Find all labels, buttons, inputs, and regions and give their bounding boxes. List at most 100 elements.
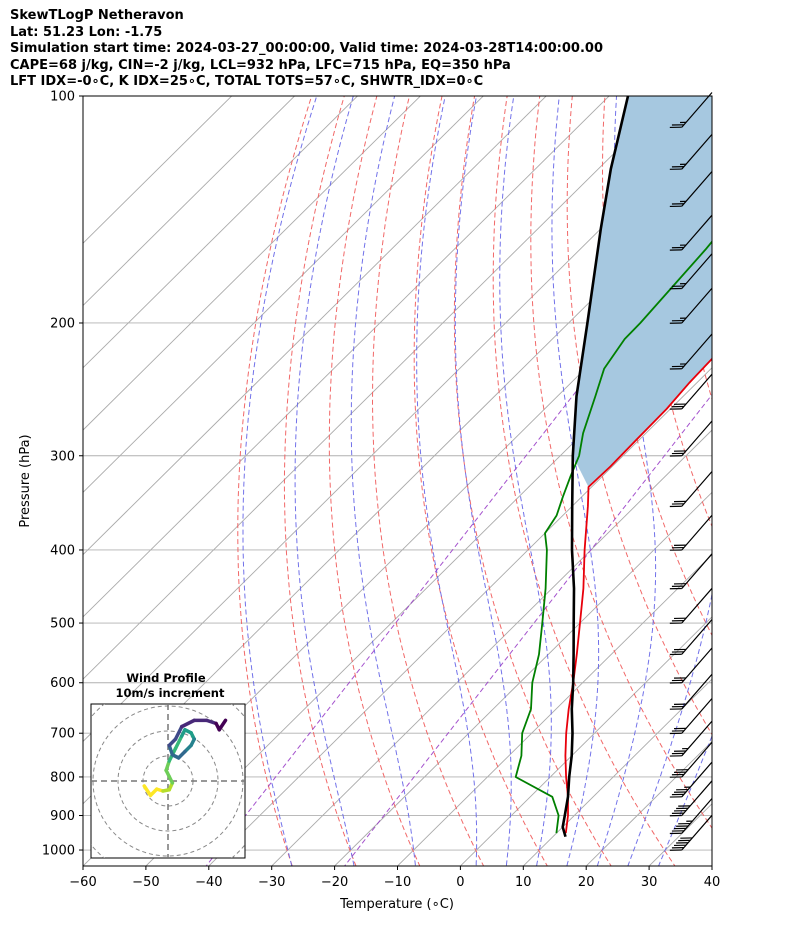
y-tick-label: 300 — [50, 449, 75, 464]
chart-header: SkewTLogP Netheravon Lat: 51.23 Lon: -1.… — [10, 8, 603, 91]
x-tick-label: −50 — [132, 875, 159, 890]
x-tick-label: −30 — [258, 875, 285, 890]
moist-adiabat-line — [499, 96, 552, 866]
isotherm-line — [145, 304, 712, 866]
barb-staff — [681, 780, 713, 816]
x-tick-label: −40 — [195, 875, 222, 890]
x-tick-label: −60 — [69, 875, 96, 890]
wind-barb — [669, 720, 713, 757]
barb-staff — [681, 287, 713, 324]
wind-barb — [669, 333, 713, 370]
isotherm-line — [522, 678, 712, 866]
x-tick-label: 30 — [641, 875, 658, 890]
barb-staff — [681, 253, 713, 289]
x-tick-label: 10 — [515, 875, 532, 890]
dry-adiabat-line — [453, 96, 612, 866]
isotherm-line — [271, 429, 712, 866]
hodograph-segment — [142, 784, 153, 798]
hodograph-segment — [180, 718, 196, 729]
temperature-profile-line — [564, 357, 712, 834]
wind-barb — [669, 553, 713, 590]
y-tick-label: 800 — [50, 770, 75, 785]
wind-barb — [669, 619, 713, 656]
wind-barb — [669, 814, 713, 851]
wind-barb — [669, 420, 713, 457]
wind-barb — [669, 741, 713, 778]
inset-subtitle: 10m/s increment — [116, 686, 225, 700]
moist-adiabat-line — [627, 96, 712, 866]
dry-adiabat-line — [530, 96, 712, 829]
moist-adiabat-line — [416, 96, 478, 866]
barb-staff — [681, 333, 713, 370]
dry-adiabat-line — [766, 62, 794, 882]
y-tick-label: 400 — [50, 543, 75, 558]
moist-adiabat-line — [454, 96, 512, 866]
lat-lon: Lat: 51.23 Lon: -1.75 — [10, 24, 163, 40]
wind-barbs — [669, 92, 713, 851]
y-tick-label: 700 — [50, 727, 75, 742]
wind-barb — [669, 698, 713, 735]
isotherm-line — [83, 96, 296, 307]
y-tick-label: 600 — [50, 676, 75, 691]
barb-staff — [681, 514, 713, 551]
isotherm-line — [396, 553, 712, 866]
y-tick-label: 900 — [50, 809, 75, 824]
mixing-ratio-line — [343, 393, 712, 866]
dry-adiabat-line — [283, 96, 357, 866]
y-axis-label: Pressure (hPa) — [18, 434, 33, 527]
cape-shading — [572, 96, 712, 487]
isotherm-line — [83, 96, 422, 431]
inset-title: Wind Profile — [126, 671, 206, 685]
x-tick-label: 20 — [578, 875, 595, 890]
barb-staff — [681, 698, 713, 734]
dry-adiabat-line — [237, 96, 313, 866]
isotherm-line — [83, 96, 610, 618]
cape-info: CAPE=68 j/kg, CIN=-2 j/kg, LCL=932 hPa, … — [10, 57, 511, 73]
wind-barb — [669, 373, 713, 410]
x-tick-label: −10 — [384, 875, 411, 890]
dry-adiabat-line — [702, 96, 712, 220]
wind-barb — [669, 214, 713, 251]
wind-barb — [669, 471, 713, 508]
y-tick-label: 100 — [50, 90, 75, 105]
moist-adiabat-line — [294, 96, 355, 866]
barb-staff — [681, 673, 713, 710]
hodograph-segment — [173, 724, 184, 741]
wind-barb — [669, 287, 713, 324]
wind-barb — [669, 171, 713, 208]
dry-adiabat-line — [328, 96, 421, 866]
y-tick-label: 200 — [50, 316, 75, 331]
x-tick-label: −20 — [321, 875, 348, 890]
barb-staff — [681, 553, 713, 589]
dry-adiabat-line — [371, 96, 485, 866]
barb-staff — [681, 798, 713, 834]
barb-staff — [681, 171, 713, 207]
hodograph-inset: Wind Profile 10m/s increment — [90, 671, 246, 859]
x-tick-label: 40 — [704, 875, 721, 890]
dry-adiabat-line — [413, 96, 548, 866]
barb-staff — [681, 720, 713, 757]
wind-barb — [669, 253, 713, 290]
moist-adiabat-line — [242, 96, 318, 866]
barb-staff — [681, 373, 713, 410]
isotherm-line — [83, 96, 547, 556]
barb-staff — [681, 587, 713, 624]
barb-staff — [681, 420, 713, 457]
dry-adiabat-line — [492, 96, 676, 866]
moist-adiabat-line — [657, 734, 712, 866]
parcel-profile-line — [561, 96, 630, 838]
hodograph-segment — [217, 718, 228, 732]
isotherm-line — [83, 96, 484, 493]
moist-adiabat-line — [551, 96, 600, 866]
wind-barb — [669, 780, 713, 817]
barb-staff — [681, 471, 713, 507]
wind-barb — [669, 798, 713, 835]
wind-barb — [669, 92, 713, 129]
profile-lines — [514, 96, 712, 838]
x-tick-label: 0 — [456, 875, 464, 890]
simulation-times: Simulation start time: 2024-03-27_00:00:… — [10, 41, 603, 56]
moist-adiabat-line — [350, 96, 416, 866]
hodograph-ring — [117, 730, 219, 832]
barb-staff — [681, 814, 713, 851]
